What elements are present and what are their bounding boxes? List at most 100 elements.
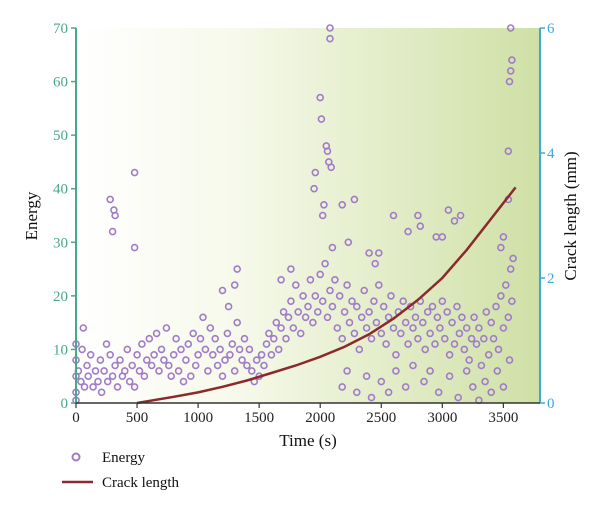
energy-point bbox=[426, 329, 434, 338]
energy-point bbox=[411, 313, 420, 322]
energy-point bbox=[462, 367, 471, 375]
energy-point bbox=[201, 345, 210, 354]
energy-point bbox=[350, 195, 359, 204]
energy-point bbox=[392, 367, 400, 375]
energy-point bbox=[204, 367, 212, 375]
energy-point bbox=[265, 329, 273, 338]
energy-point bbox=[269, 334, 278, 343]
energy-point bbox=[177, 345, 185, 354]
energy-point bbox=[306, 275, 315, 284]
energy-point bbox=[169, 350, 178, 359]
energy-point bbox=[396, 329, 405, 338]
energy-point bbox=[421, 345, 430, 354]
energy-point bbox=[438, 233, 447, 241]
energy-point bbox=[387, 292, 395, 300]
energy-point bbox=[106, 195, 114, 204]
energy-point bbox=[401, 383, 410, 391]
energy-point bbox=[344, 238, 353, 247]
energy-point bbox=[477, 361, 486, 370]
left-axis-ticks: 0 10 20 30 40 50 60 70 bbox=[53, 21, 76, 412]
energy-point bbox=[243, 361, 251, 370]
energy-point bbox=[374, 281, 383, 289]
legend: Energy Crack length bbox=[62, 450, 180, 491]
energy-point bbox=[155, 367, 163, 375]
energy-point bbox=[294, 308, 303, 316]
energy-point bbox=[150, 350, 158, 359]
energy-point bbox=[382, 340, 390, 348]
energy-point bbox=[184, 340, 193, 348]
left-tick-label: 10 bbox=[53, 342, 68, 358]
energy-point bbox=[487, 318, 496, 327]
energy-point bbox=[404, 340, 412, 348]
energy-point bbox=[80, 383, 89, 391]
energy-point bbox=[504, 147, 513, 155]
energy-point bbox=[262, 340, 271, 348]
energy-point bbox=[475, 324, 483, 332]
energy-point bbox=[91, 367, 100, 375]
energy-point bbox=[445, 350, 454, 359]
energy-point bbox=[326, 34, 334, 43]
energy-point bbox=[352, 388, 361, 397]
energy-point bbox=[335, 292, 344, 300]
left-tick-label: 40 bbox=[53, 182, 68, 198]
energy-point bbox=[167, 372, 175, 381]
right-tick-label: 6 bbox=[547, 21, 555, 37]
energy-point bbox=[370, 297, 378, 306]
left-tick-label: 0 bbox=[61, 396, 69, 412]
energy-point bbox=[209, 350, 217, 359]
energy-point bbox=[420, 377, 428, 386]
energy-point bbox=[296, 329, 305, 338]
energy-point bbox=[143, 356, 151, 364]
energy-point bbox=[506, 24, 515, 32]
energy-point bbox=[460, 345, 469, 354]
energy-point bbox=[505, 356, 514, 364]
energy-point bbox=[106, 350, 114, 359]
energy-point bbox=[83, 361, 91, 370]
energy-point bbox=[377, 377, 386, 386]
energy-point bbox=[357, 313, 366, 322]
bottom-tick-label: 1000 bbox=[183, 410, 213, 426]
energy-point bbox=[206, 324, 215, 332]
energy-point bbox=[299, 292, 307, 300]
plot-background bbox=[76, 28, 540, 403]
energy-point bbox=[218, 286, 227, 295]
energy-point bbox=[311, 292, 320, 300]
energy-point bbox=[352, 302, 361, 311]
energy-point bbox=[165, 361, 173, 370]
y-axis-left-title: Energy bbox=[22, 191, 41, 240]
energy-point bbox=[367, 393, 376, 402]
energy-point bbox=[94, 377, 102, 386]
energy-point bbox=[497, 243, 505, 252]
energy-point bbox=[152, 329, 161, 338]
energy-point bbox=[348, 297, 356, 306]
bottom-tick-label: 2000 bbox=[305, 410, 335, 426]
energy-point bbox=[443, 308, 452, 316]
energy-point bbox=[102, 340, 111, 348]
energy-point bbox=[414, 211, 422, 220]
energy-point bbox=[133, 350, 141, 359]
energy-point bbox=[116, 356, 124, 364]
energy-point bbox=[321, 259, 329, 268]
energy-point bbox=[172, 334, 180, 343]
energy-point bbox=[103, 377, 112, 386]
energy-point bbox=[230, 367, 239, 375]
energy-point bbox=[414, 334, 422, 343]
energy-point bbox=[409, 324, 417, 332]
energy-point bbox=[487, 388, 496, 397]
energy-point bbox=[279, 308, 288, 316]
energy-point bbox=[436, 324, 444, 332]
energy-point bbox=[492, 302, 500, 311]
energy-point bbox=[289, 324, 298, 332]
legend-energy-label: Energy bbox=[102, 450, 146, 466]
energy-point bbox=[121, 367, 129, 375]
energy-point bbox=[311, 168, 320, 177]
energy-point bbox=[455, 329, 464, 338]
energy-point bbox=[160, 356, 168, 364]
energy-point bbox=[313, 308, 322, 316]
energy-point bbox=[162, 324, 171, 332]
energy-point bbox=[238, 356, 246, 364]
energy-point bbox=[392, 350, 400, 359]
energy-point bbox=[108, 372, 117, 381]
energy-point bbox=[221, 356, 229, 364]
